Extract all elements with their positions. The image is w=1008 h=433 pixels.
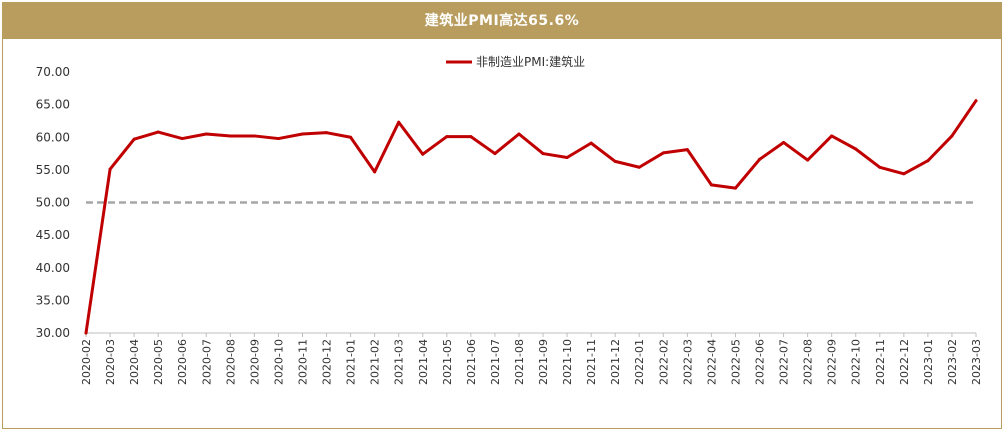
- x-tick-label: 2022-02: [657, 339, 670, 385]
- x-tick-label: 2020-12: [321, 339, 334, 385]
- data-point: [445, 135, 449, 139]
- data-point: [661, 151, 665, 155]
- x-tick-label: 2020-09: [248, 339, 261, 385]
- data-point: [878, 165, 882, 169]
- x-tick-label: 2021-10: [561, 339, 574, 385]
- chart-legend: 非制造业PMI:建筑业: [446, 54, 585, 69]
- x-tick-label: 2022-06: [754, 339, 767, 385]
- data-point: [589, 141, 593, 145]
- data-point: [806, 158, 810, 162]
- data-point: [252, 134, 256, 138]
- legend-label: 非制造业PMI:建筑业: [476, 54, 585, 69]
- data-point: [156, 130, 160, 134]
- y-tick-label: 60.00: [36, 130, 70, 144]
- x-tick-label: 2021-06: [465, 339, 478, 385]
- data-point: [180, 137, 184, 141]
- data-point: [733, 186, 737, 190]
- x-tick-label: 2020-10: [272, 339, 285, 385]
- chart-title: 建筑业PMI高达65.6%: [3, 3, 1001, 39]
- y-tick-label: 30.00: [36, 326, 70, 340]
- y-tick-label: 65.00: [36, 98, 70, 112]
- chart-frame: 建筑业PMI高达65.6%: [2, 2, 1002, 429]
- data-point: [228, 134, 232, 138]
- data-point: [300, 132, 304, 136]
- x-tick-label: 2020-03: [104, 339, 117, 385]
- x-tick-label: 2022-04: [705, 339, 718, 385]
- y-tick-label: 40.00: [36, 261, 70, 275]
- x-tick-label: 2021-11: [585, 339, 598, 385]
- x-tick-label: 2023-03: [970, 339, 983, 385]
- x-tick-label: 2021-04: [417, 339, 430, 385]
- x-tick-label: 2020-04: [128, 339, 141, 385]
- x-tick-label: 2022-03: [681, 339, 694, 385]
- x-tick-label: 2020-05: [152, 339, 165, 385]
- x-tick-label: 2021-07: [489, 339, 502, 385]
- y-tick-label: 50.00: [36, 196, 70, 210]
- x-tick-label: 2022-11: [874, 339, 887, 385]
- x-tick-label: 2021-01: [345, 339, 358, 385]
- data-point: [854, 147, 858, 151]
- data-point: [325, 131, 329, 135]
- x-tick-label: 2022-10: [850, 339, 863, 385]
- x-tick-label: 2023-01: [922, 339, 935, 385]
- data-point: [132, 137, 136, 141]
- x-tick-label: 2020-07: [200, 339, 213, 385]
- data-point: [685, 148, 689, 152]
- y-tick-label: 55.00: [36, 163, 70, 177]
- x-tick-label: 2021-08: [513, 339, 526, 385]
- x-tick-label: 2022-08: [802, 339, 815, 385]
- x-tick-label: 2022-07: [778, 339, 791, 385]
- data-point: [397, 120, 401, 124]
- x-tick-label: 2020-11: [296, 339, 309, 385]
- series-line-construction-pmi: [84, 99, 978, 335]
- x-tick-label: 2023-02: [946, 339, 959, 385]
- data-point: [517, 132, 521, 136]
- data-point: [469, 135, 473, 139]
- y-tick-label: 70.00: [36, 65, 70, 79]
- data-point: [421, 152, 425, 156]
- data-point: [926, 159, 930, 163]
- data-point: [373, 170, 377, 174]
- data-point: [541, 152, 545, 156]
- y-tick-label: 45.00: [36, 228, 70, 242]
- data-point: [637, 165, 641, 169]
- x-tick-label: 2022-05: [729, 339, 742, 385]
- x-tick-label: 2022-12: [898, 339, 911, 385]
- x-tick-label: 2022-09: [826, 339, 839, 385]
- x-tick-label: 2021-09: [537, 339, 550, 385]
- data-point: [830, 134, 834, 138]
- data-point: [565, 155, 569, 159]
- data-point: [974, 99, 978, 103]
- x-tick-label: 2021-05: [441, 339, 454, 385]
- data-point: [84, 331, 88, 335]
- data-point: [902, 172, 906, 176]
- x-tick-label: 2020-08: [224, 339, 237, 385]
- data-point: [613, 159, 617, 163]
- data-point: [758, 157, 762, 161]
- data-point: [204, 132, 208, 136]
- x-tick-label: 2021-03: [393, 339, 406, 385]
- x-tick-label: 2021-02: [369, 339, 382, 385]
- data-point: [782, 140, 786, 144]
- x-tick-label: 2020-06: [176, 339, 189, 385]
- y-tick-label: 35.00: [36, 293, 70, 307]
- x-tick-label: 2021-12: [609, 339, 622, 385]
- data-point: [950, 134, 954, 138]
- x-tick-label: 2022-01: [633, 339, 646, 385]
- data-point: [276, 137, 280, 141]
- data-point: [349, 135, 353, 139]
- data-point: [108, 167, 112, 171]
- data-point: [709, 183, 713, 187]
- x-tick-label: 2020-02: [80, 339, 93, 385]
- data-point: [493, 152, 497, 156]
